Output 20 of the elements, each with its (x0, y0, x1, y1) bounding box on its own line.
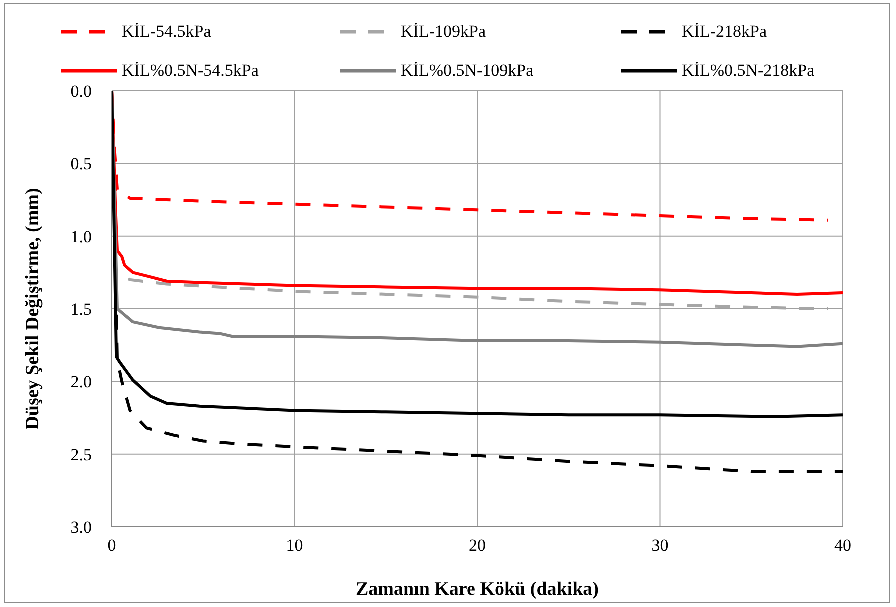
x-tick-label: 0 (108, 536, 116, 556)
y-tick-label: 0.0 (70, 82, 92, 102)
x-tick-label: 20 (469, 536, 486, 556)
legend-label: KİL-54.5kPa (122, 22, 212, 42)
legend-label: KİL%0.5N-109kPa (401, 61, 534, 81)
x-axis-title: Zamanın Kare Kökü (dakika) (356, 579, 600, 600)
y-axis-title: Düşey Şekil Değiştirme, (mm) (22, 188, 44, 430)
y-tick-label: 1.5 (70, 300, 92, 320)
legend-label: KİL%0.5N-218kPa (682, 61, 815, 81)
x-tick-label: 40 (834, 536, 852, 556)
legend-label: KİL%0.5N-54.5kPa (122, 61, 259, 81)
legend-label: KİL-109kPa (401, 22, 486, 42)
x-tick-label: 10 (286, 536, 304, 556)
y-tick-label: 0.5 (70, 154, 92, 174)
y-tick-label: 2.5 (70, 445, 92, 464)
y-tick-label: 3.0 (70, 518, 92, 538)
legend-label: KİL-218kPa (682, 22, 767, 42)
y-tick-label: 1.0 (70, 227, 92, 246)
x-tick-label: 30 (652, 536, 669, 556)
y-tick-label: 2.0 (70, 372, 92, 392)
